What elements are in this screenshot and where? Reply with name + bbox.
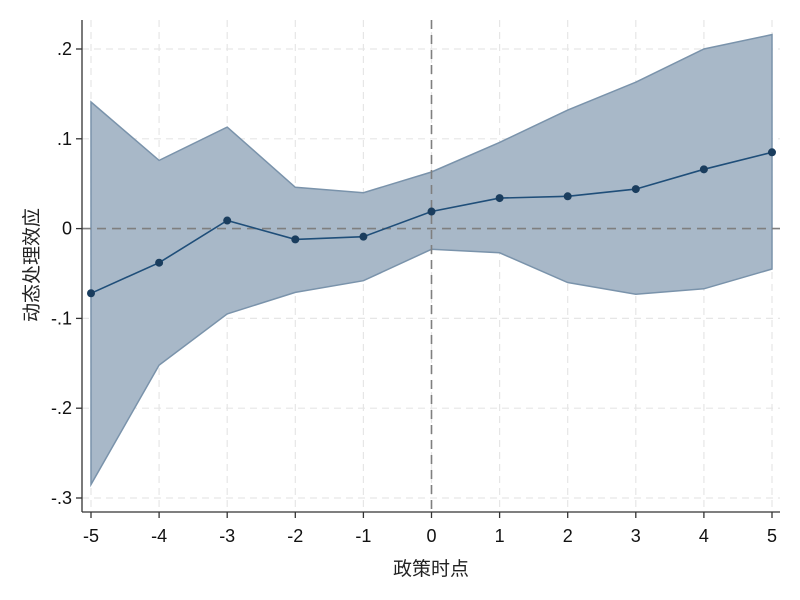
x-tick-label: -5 [83,526,99,546]
x-tick-label: -2 [287,526,303,546]
x-tick-label: 4 [699,526,709,546]
y-tick-label: -.1 [51,308,72,328]
y-axis-title: 动态处理效应 [21,208,43,322]
y-tick-label: .2 [57,39,72,59]
series-group [87,148,776,298]
y-tick-label: 0 [62,219,72,239]
y-tick-label: .1 [57,129,72,149]
data-point [699,165,708,174]
x-tick-label: -4 [151,526,167,546]
data-point [359,232,368,241]
reference-lines [82,20,780,512]
data-point [87,289,95,298]
x-axis-title: 政策时点 [393,558,469,580]
data-point [223,216,232,225]
data-point [291,235,300,244]
x-tick-label: 5 [767,526,777,546]
data-point [631,185,640,194]
confidence-band-group [90,33,773,488]
data-point [155,258,164,267]
x-tick-label: 0 [426,526,436,546]
x-tick-label: 3 [631,526,641,546]
x-tick-label: -1 [355,526,371,546]
data-point [563,192,572,201]
y-tick-label: -.3 [51,488,72,508]
data-point [427,207,436,216]
x-tick-label: 1 [495,526,505,546]
axes [76,20,780,518]
data-point [768,148,776,157]
y-tick-label: -.2 [51,398,72,418]
tick-labels: -.3 -.2 -.1 0 .1 .2 -5 -4 -3 -2 -1 0 1 2 3 4 5 [51,39,777,546]
x-tick-label: 2 [563,526,573,546]
data-point [495,194,504,203]
x-tick-label: -3 [219,526,235,546]
confidence-band [90,33,773,488]
